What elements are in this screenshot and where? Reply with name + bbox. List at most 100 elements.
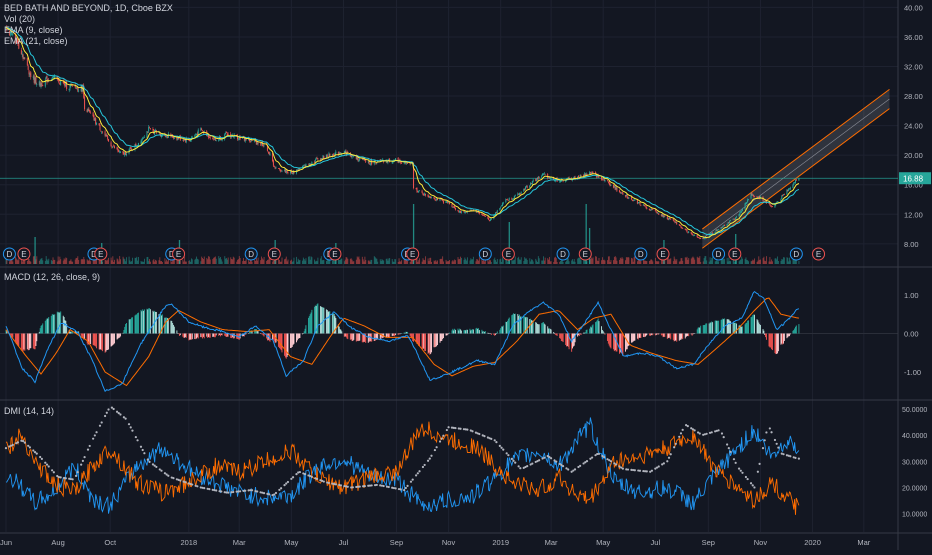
candle[interactable] — [12, 32, 14, 37]
candle[interactable] — [518, 193, 520, 195]
candle[interactable] — [715, 229, 717, 232]
candle[interactable] — [459, 210, 461, 214]
candle[interactable] — [655, 210, 657, 213]
candle[interactable] — [418, 190, 420, 193]
candle[interactable] — [191, 135, 193, 139]
candle[interactable] — [524, 188, 526, 191]
candle[interactable] — [113, 144, 115, 147]
candle[interactable] — [225, 131, 227, 135]
candle[interactable] — [648, 208, 650, 211]
candle[interactable] — [149, 126, 151, 129]
candle[interactable] — [792, 183, 794, 189]
candle[interactable] — [238, 135, 240, 141]
candle[interactable] — [729, 220, 731, 224]
candle[interactable] — [680, 225, 682, 229]
candle[interactable] — [538, 176, 540, 179]
candle[interactable] — [274, 166, 276, 170]
candle[interactable] — [446, 201, 448, 203]
candle[interactable] — [688, 230, 690, 234]
candle[interactable] — [24, 57, 26, 60]
candle[interactable] — [200, 127, 202, 132]
candle[interactable] — [68, 88, 70, 93]
candle[interactable] — [514, 194, 516, 197]
candle[interactable] — [445, 200, 447, 203]
earnings-marker[interactable]: E — [328, 247, 342, 261]
candle[interactable] — [679, 224, 681, 227]
candle[interactable] — [316, 156, 318, 159]
candle[interactable] — [613, 185, 615, 188]
candle[interactable] — [21, 51, 23, 58]
candle[interactable] — [537, 175, 539, 180]
candle[interactable] — [448, 202, 450, 204]
candle[interactable] — [482, 214, 484, 216]
candle[interactable] — [687, 232, 689, 234]
candle[interactable] — [280, 169, 282, 172]
candle[interactable] — [268, 151, 270, 155]
candle[interactable] — [658, 213, 660, 215]
candle[interactable] — [501, 205, 503, 207]
candle[interactable] — [495, 211, 497, 214]
trend-channel-upper-line[interactable] — [702, 89, 890, 230]
candle[interactable] — [140, 139, 142, 145]
candle[interactable] — [771, 205, 773, 208]
dividend-marker[interactable]: D — [2, 247, 16, 261]
candle[interactable] — [639, 202, 641, 206]
candle[interactable] — [124, 150, 126, 157]
candle[interactable] — [457, 209, 459, 212]
candle[interactable] — [35, 76, 37, 85]
candle[interactable] — [721, 226, 723, 228]
candle[interactable] — [686, 229, 688, 233]
candle[interactable] — [59, 82, 61, 86]
candle[interactable] — [502, 201, 504, 205]
candle[interactable] — [369, 163, 371, 165]
candle[interactable] — [606, 180, 608, 182]
candle[interactable] — [698, 237, 700, 239]
candle[interactable] — [625, 193, 627, 197]
candle[interactable] — [65, 80, 67, 87]
candle[interactable] — [675, 221, 677, 224]
candle[interactable] — [624, 194, 626, 198]
candle[interactable] — [644, 204, 646, 207]
candle[interactable] — [423, 193, 425, 196]
candle[interactable] — [134, 144, 136, 152]
candle[interactable] — [718, 229, 720, 231]
candle[interactable] — [46, 73, 48, 85]
candle[interactable] — [142, 136, 144, 140]
candle[interactable] — [39, 80, 41, 88]
earnings-marker[interactable]: E — [267, 247, 281, 261]
candle[interactable] — [788, 187, 790, 190]
candle[interactable] — [86, 108, 88, 113]
candle[interactable] — [99, 122, 101, 131]
candle[interactable] — [692, 233, 694, 236]
candle[interactable] — [201, 127, 203, 131]
earnings-marker[interactable]: E — [578, 247, 592, 261]
candle[interactable] — [787, 189, 789, 192]
candle[interactable] — [95, 116, 97, 126]
candle[interactable] — [460, 210, 462, 214]
candle[interactable] — [631, 199, 633, 202]
candle[interactable] — [512, 198, 514, 200]
candle[interactable] — [602, 178, 604, 180]
candle[interactable] — [788, 188, 790, 192]
candle[interactable] — [532, 178, 534, 183]
candle[interactable] — [794, 182, 796, 184]
candle[interactable] — [108, 138, 110, 142]
candle[interactable] — [275, 166, 277, 169]
candle[interactable] — [676, 221, 678, 225]
candle[interactable] — [722, 225, 724, 228]
candle[interactable] — [451, 203, 453, 208]
candle[interactable] — [536, 178, 538, 182]
candle[interactable] — [78, 88, 80, 93]
candle[interactable] — [262, 144, 264, 148]
candle[interactable] — [712, 232, 714, 234]
candle[interactable] — [66, 80, 68, 91]
candle[interactable] — [567, 177, 569, 179]
candle[interactable] — [155, 128, 157, 132]
candle[interactable] — [704, 237, 706, 240]
candle[interactable] — [448, 202, 450, 205]
earnings-marker[interactable]: E — [172, 247, 186, 261]
candle[interactable] — [621, 191, 623, 194]
candle[interactable] — [726, 224, 728, 227]
candle[interactable] — [661, 213, 663, 217]
